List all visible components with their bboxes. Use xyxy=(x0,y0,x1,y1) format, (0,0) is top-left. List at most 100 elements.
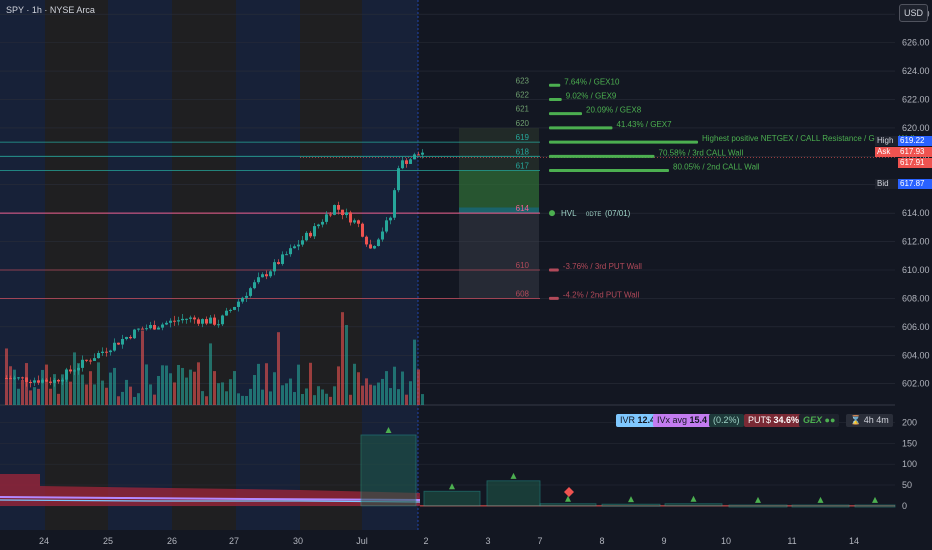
candle-body xyxy=(53,379,56,383)
volume-bar xyxy=(81,374,84,405)
volume-bar xyxy=(265,363,268,405)
volume-bar xyxy=(161,365,164,405)
volume-bar xyxy=(361,385,364,405)
candle-body xyxy=(389,217,392,221)
candle-body xyxy=(33,380,36,383)
price-tick-label: 606.00 xyxy=(902,322,930,332)
candle-body xyxy=(169,320,172,323)
candle-body xyxy=(181,318,184,321)
candle-body xyxy=(393,190,396,218)
hvl-label: HVL xyxy=(561,209,577,218)
volume-bar xyxy=(325,393,328,405)
candle-body xyxy=(265,274,268,277)
x-tick-label: 14 xyxy=(849,536,859,546)
candle-body xyxy=(105,351,108,353)
level-label: 617 xyxy=(516,162,530,171)
candle-body xyxy=(161,324,164,328)
up-triangle-icon xyxy=(690,495,697,502)
candle-body xyxy=(309,232,312,237)
candle-body xyxy=(293,246,296,249)
strike-label: 621 xyxy=(516,105,530,114)
session-band xyxy=(172,0,236,530)
candle-body xyxy=(365,236,368,245)
gex-strength-bar xyxy=(549,169,669,173)
volume-bar xyxy=(157,375,160,405)
candle-body xyxy=(341,209,344,216)
volume-bar xyxy=(181,367,184,405)
call-zone xyxy=(459,127,539,171)
volume-bar xyxy=(273,372,276,405)
candle-body xyxy=(185,318,188,320)
volume-bar xyxy=(65,379,68,405)
volume-bar xyxy=(321,389,324,405)
gex-level-label: 7.64% / GEX10 xyxy=(564,77,620,86)
x-tick-label: 27 xyxy=(229,536,239,546)
candle-body xyxy=(141,328,144,330)
x-tick-label: 7 xyxy=(537,536,542,546)
candle-body xyxy=(277,262,280,264)
volume-bar xyxy=(381,378,384,405)
hvl-dot-icon xyxy=(549,210,555,217)
volume-bar xyxy=(201,391,204,405)
candle-body xyxy=(17,377,20,379)
high-label: High xyxy=(875,136,907,146)
candle-body xyxy=(85,359,88,361)
gex-level-label: 70.58% / 3rd CALL Wall xyxy=(659,148,744,157)
volume-bar xyxy=(337,366,340,405)
up-triangle-icon xyxy=(628,496,634,503)
candle-body xyxy=(333,205,336,215)
bid-value: 617.87 xyxy=(898,179,932,189)
volume-bar xyxy=(125,379,128,405)
candle-body xyxy=(29,381,32,383)
volume-bar xyxy=(209,343,212,405)
candle-body xyxy=(369,244,372,249)
candle-body xyxy=(217,324,220,326)
candle-body xyxy=(297,244,300,247)
volume-bar xyxy=(57,393,60,405)
volume-bar xyxy=(101,380,104,405)
volume-bar xyxy=(17,388,20,405)
level-label: 618 xyxy=(516,147,530,156)
hvl-0dte-tag: 0DTE xyxy=(586,212,601,218)
candle-body xyxy=(37,380,40,383)
candle-body xyxy=(73,370,76,372)
volume-bar xyxy=(397,389,400,405)
gex-badge: GEX ●● xyxy=(799,414,840,427)
volume-bar xyxy=(261,389,264,405)
volume-bar xyxy=(269,391,272,405)
gex-level-label: 20.09% / GEX8 xyxy=(586,106,642,115)
level-label: 614 xyxy=(516,204,530,213)
candle-body xyxy=(405,160,408,164)
volume-bar xyxy=(49,388,52,405)
candle-body xyxy=(245,295,248,298)
gamma-zone xyxy=(459,170,539,208)
volume-bar xyxy=(173,382,176,405)
candle-body xyxy=(117,342,120,345)
last-price-value: 617.91 xyxy=(898,158,932,168)
currency-button[interactable]: USD xyxy=(899,4,928,22)
gex-histogram-box xyxy=(539,503,597,507)
volume-bar xyxy=(249,388,252,405)
session-band xyxy=(0,0,45,530)
gex-histogram-box xyxy=(791,504,850,508)
candle-body xyxy=(109,350,112,353)
session-band xyxy=(108,0,172,530)
x-tick-label: 11 xyxy=(787,536,796,546)
gex-level-label: Highest positive NETGEX / CALL Resistanc… xyxy=(702,134,915,143)
up-triangle-icon xyxy=(385,427,392,433)
price-tick-label: 626.00 xyxy=(902,38,930,48)
x-tick-label: 2 xyxy=(423,536,428,546)
candle-body xyxy=(125,336,128,339)
candle-body xyxy=(209,317,212,324)
candle-body xyxy=(377,239,380,246)
candle-body xyxy=(229,309,232,311)
volume-bar xyxy=(305,388,308,405)
volume-bar xyxy=(301,393,304,405)
price-tick-label: 622.00 xyxy=(902,94,930,104)
volume-bar xyxy=(285,383,288,405)
candle-body xyxy=(93,358,96,361)
candle-body xyxy=(397,168,400,191)
volume-bar xyxy=(333,386,336,405)
x-tick-label: 3 xyxy=(485,536,490,546)
